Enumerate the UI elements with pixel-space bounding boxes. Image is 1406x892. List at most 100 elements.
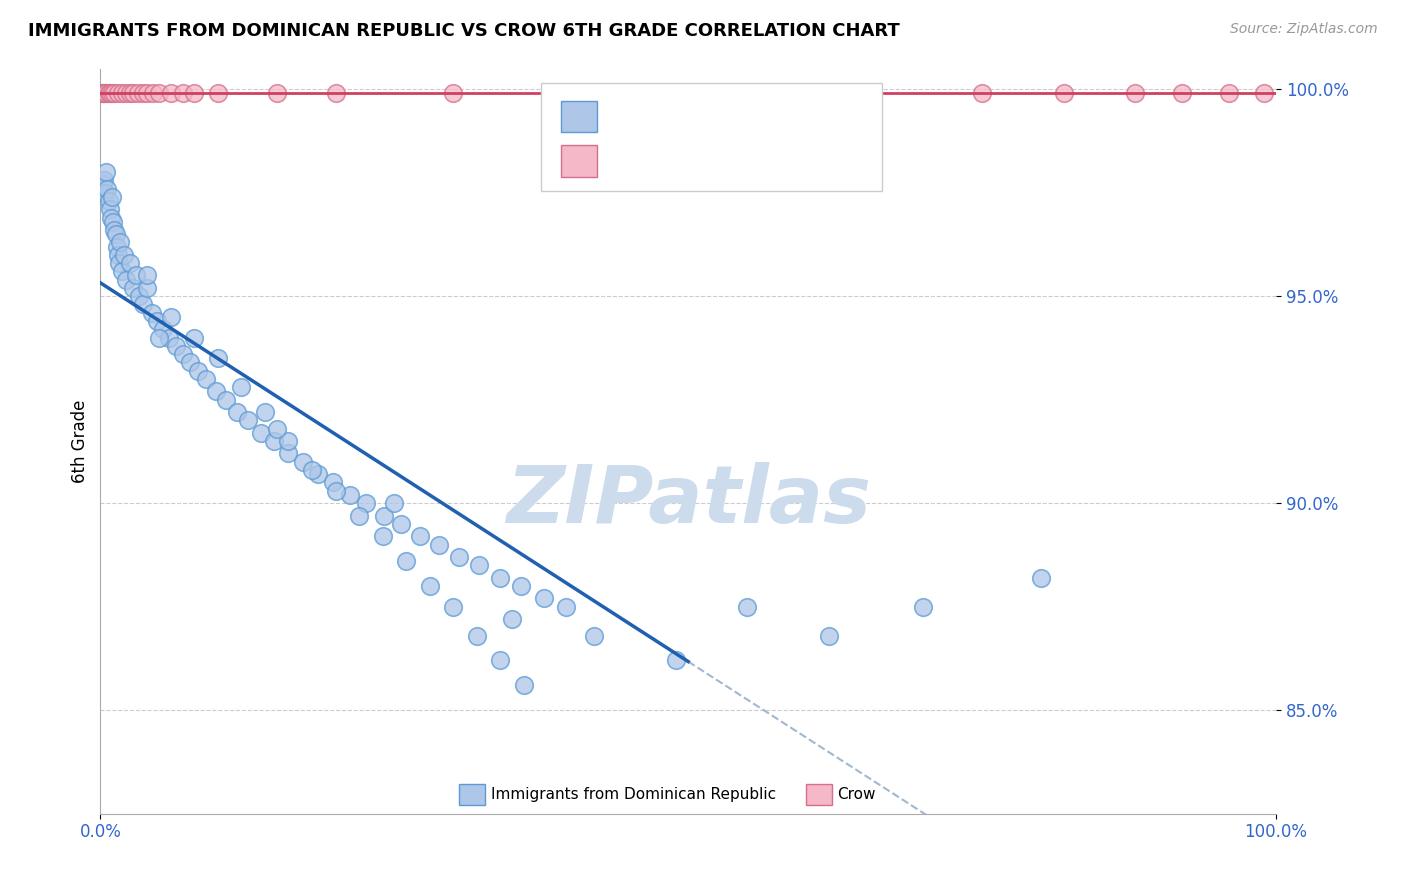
Point xyxy=(427,537,450,551)
Point xyxy=(501,612,523,626)
Point xyxy=(468,558,491,573)
Text: -0.581: -0.581 xyxy=(661,106,725,125)
Point xyxy=(238,413,260,427)
Point xyxy=(263,434,285,448)
Point xyxy=(441,87,464,101)
Point xyxy=(131,297,153,311)
Point xyxy=(152,322,174,336)
Point xyxy=(172,87,194,101)
Point xyxy=(94,87,117,101)
Point xyxy=(560,87,582,101)
Text: Source: ZipAtlas.com: Source: ZipAtlas.com xyxy=(1230,22,1378,37)
Point xyxy=(122,87,145,101)
Point xyxy=(395,554,418,568)
FancyBboxPatch shape xyxy=(541,84,882,192)
Point xyxy=(1029,571,1052,585)
Text: R =: R = xyxy=(612,151,648,169)
Point xyxy=(91,178,114,192)
Point xyxy=(465,629,488,643)
Point xyxy=(100,211,122,225)
Point xyxy=(107,248,129,262)
Point xyxy=(441,599,464,614)
Point xyxy=(266,422,288,436)
Point xyxy=(250,425,273,440)
FancyBboxPatch shape xyxy=(458,784,485,805)
Point xyxy=(97,194,120,208)
Point xyxy=(489,571,512,585)
Point xyxy=(382,496,405,510)
Point xyxy=(419,579,441,593)
Point xyxy=(912,599,935,614)
Point xyxy=(127,87,149,101)
Point xyxy=(96,165,118,179)
Point xyxy=(142,87,165,101)
Point xyxy=(136,281,159,295)
Point xyxy=(489,653,512,667)
Point xyxy=(124,268,146,283)
Point xyxy=(183,330,205,344)
Text: 83: 83 xyxy=(794,106,820,125)
Point xyxy=(373,508,395,523)
Point xyxy=(146,314,169,328)
Point xyxy=(136,87,159,101)
Point xyxy=(266,87,288,101)
Point xyxy=(204,384,226,399)
Point xyxy=(215,392,238,407)
Point xyxy=(665,653,688,667)
Point xyxy=(148,87,170,101)
Point xyxy=(510,579,533,593)
Text: N =: N = xyxy=(747,106,785,125)
Point xyxy=(122,281,145,295)
Point xyxy=(165,339,187,353)
Point xyxy=(108,256,131,270)
Point xyxy=(179,355,201,369)
Point xyxy=(307,467,329,482)
Point xyxy=(98,202,121,217)
Point xyxy=(93,173,115,187)
Point xyxy=(735,599,758,614)
Point xyxy=(225,405,247,419)
Point xyxy=(555,599,578,614)
Point xyxy=(94,186,117,200)
Point xyxy=(322,475,344,490)
Point xyxy=(115,87,138,101)
Point xyxy=(103,223,125,237)
Point xyxy=(172,347,194,361)
Point xyxy=(389,516,412,531)
Point xyxy=(1253,87,1275,101)
FancyBboxPatch shape xyxy=(561,101,596,132)
Point xyxy=(735,87,758,101)
Point xyxy=(291,455,314,469)
Point xyxy=(231,380,253,394)
Point xyxy=(160,87,183,101)
Point xyxy=(141,306,163,320)
Point xyxy=(277,434,299,448)
Point xyxy=(110,87,132,101)
Point xyxy=(972,87,994,101)
Point xyxy=(91,87,114,101)
Text: 35: 35 xyxy=(794,151,820,169)
Point xyxy=(96,87,118,101)
Text: IMMIGRANTS FROM DOMINICAN REPUBLIC VS CROW 6TH GRADE CORRELATION CHART: IMMIGRANTS FROM DOMINICAN REPUBLIC VS CR… xyxy=(28,22,900,40)
Point xyxy=(105,239,128,253)
Point xyxy=(148,330,170,344)
Point xyxy=(93,87,115,101)
Point xyxy=(1123,87,1146,101)
Text: ZIPatlas: ZIPatlas xyxy=(506,462,870,540)
Point xyxy=(101,87,124,101)
Point xyxy=(115,272,138,286)
Point xyxy=(253,405,276,419)
Point xyxy=(301,463,323,477)
Point xyxy=(107,87,129,101)
Point xyxy=(131,87,153,101)
Point xyxy=(583,629,606,643)
Point xyxy=(104,227,127,241)
FancyBboxPatch shape xyxy=(806,784,832,805)
Point xyxy=(195,372,218,386)
Point xyxy=(325,87,347,101)
Point xyxy=(101,190,124,204)
Point xyxy=(118,256,141,270)
Point xyxy=(1171,87,1194,101)
Point xyxy=(409,529,432,543)
Point xyxy=(354,496,377,510)
